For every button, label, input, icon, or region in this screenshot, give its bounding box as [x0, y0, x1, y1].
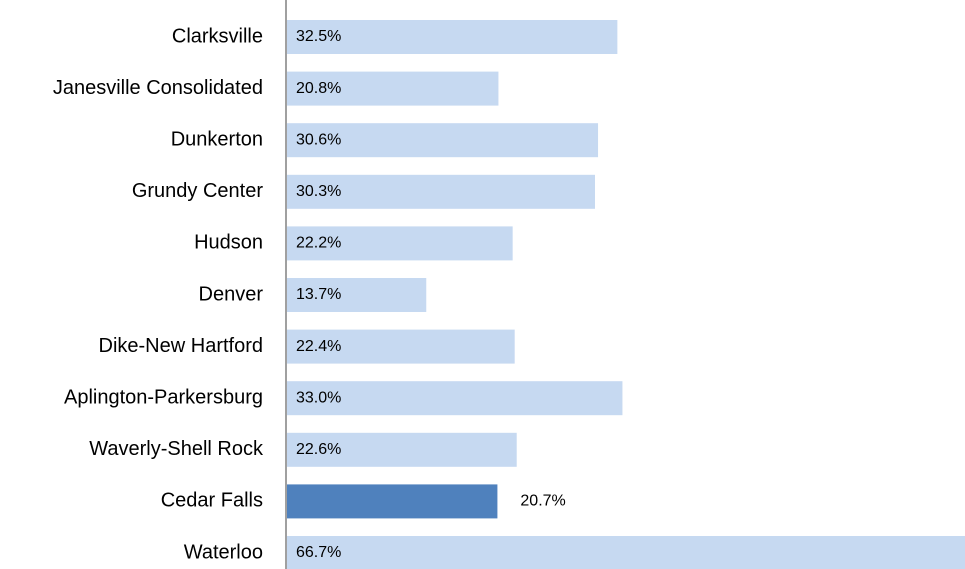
bar: [287, 123, 599, 158]
category-label: Waterloo: [184, 541, 263, 563]
category-label: Clarksville: [172, 25, 263, 47]
category-label: Waverly-Shell Rock: [89, 438, 264, 460]
value-label: 22.2%: [296, 235, 341, 252]
value-label: 20.8%: [296, 80, 341, 97]
value-label: 33.0%: [296, 389, 341, 406]
value-label: 32.5%: [296, 28, 341, 45]
bar: [287, 536, 965, 569]
category-label: Hudson: [194, 232, 263, 254]
bar: [287, 329, 515, 364]
value-label: 30.3%: [296, 183, 341, 200]
category-label: Aplington-Parkersburg: [64, 386, 263, 408]
category-label: Dike-New Hartford: [99, 335, 263, 357]
value-label: 22.4%: [296, 338, 341, 355]
bar: [287, 381, 623, 416]
value-label: 20.7%: [520, 493, 565, 510]
bar: [287, 174, 595, 209]
value-label: 22.6%: [296, 441, 341, 458]
bar: [287, 484, 498, 519]
bar: [287, 226, 513, 261]
bar: [287, 71, 499, 106]
bar: [287, 278, 427, 312]
category-label: Denver: [199, 283, 264, 305]
category-label: Dunkerton: [171, 128, 263, 150]
value-label: 13.7%: [296, 286, 341, 303]
category-label: Grundy Center: [132, 180, 264, 202]
bar: [287, 432, 517, 467]
category-label: Cedar Falls: [161, 490, 263, 512]
bar: [287, 20, 618, 54]
category-label: Janesville Consolidated: [53, 77, 263, 99]
value-label: 30.6%: [296, 131, 341, 148]
value-label: 66.7%: [296, 544, 341, 561]
